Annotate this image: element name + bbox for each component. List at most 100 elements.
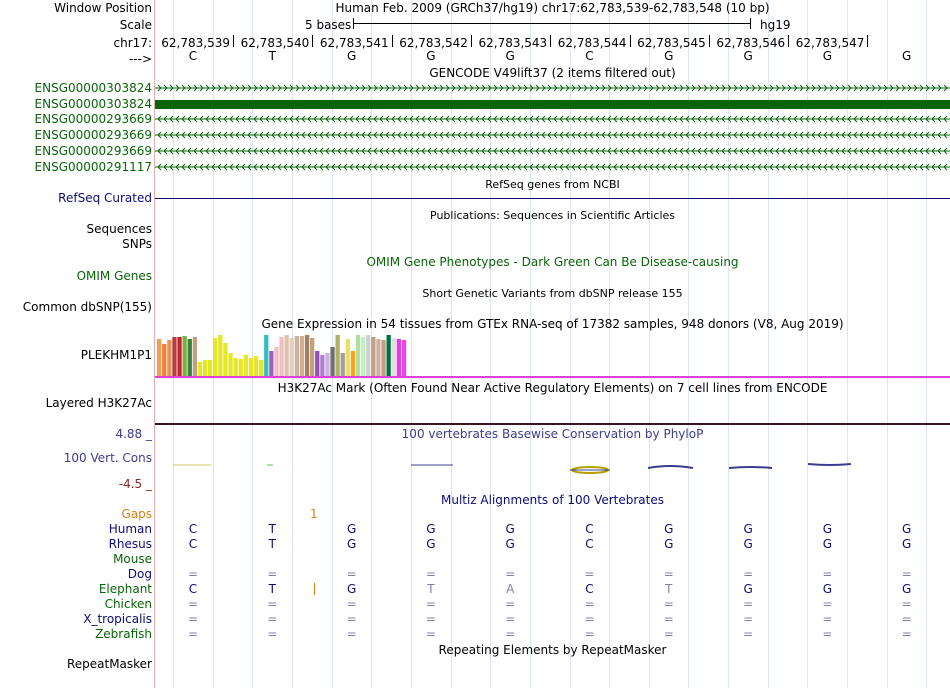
gtex-tissue-bar[interactable] [167, 340, 172, 376]
gtex-tissue-bar[interactable] [192, 337, 197, 376]
coordinate-label: 62,783,544 [557, 36, 627, 50]
gtex-tissue-bar[interactable] [269, 351, 274, 376]
gtex-track-label[interactable]: PLEKHM1P1 [80, 348, 152, 362]
gtex-bar-chart[interactable] [155, 334, 950, 380]
gene-label-4[interactable]: ENSG00000293669 [34, 128, 152, 142]
gtex-tissue-bar[interactable] [335, 335, 340, 376]
gaps-value: 1 [310, 507, 318, 521]
label-divider[interactable] [154, 0, 155, 688]
alignment-base: G [822, 537, 833, 551]
alignment-base: C [585, 522, 594, 536]
gtex-tissue-bar[interactable] [208, 360, 213, 376]
cons-mark-7 [728, 466, 773, 469]
gtex-tissue-bar[interactable] [162, 344, 167, 376]
species-label[interactable]: Dog [127, 567, 152, 581]
gtex-tissue-bar[interactable] [345, 339, 350, 376]
gtex-tissue-bar[interactable] [386, 335, 391, 376]
multiz-track-title: Multiz Alignments of 100 Vertebrates [440, 493, 665, 507]
gtex-tissue-bar[interactable] [381, 340, 386, 376]
position-header: Human Feb. 2009 (GRCh37/hg19) chr17:62,7… [335, 1, 770, 15]
h3k27ac-signal[interactable] [155, 423, 950, 425]
refseq-gene-line[interactable] [155, 198, 950, 199]
gene-label-3[interactable]: ENSG00000293669 [34, 112, 152, 126]
species-label[interactable]: Chicken [104, 597, 152, 611]
conservation-max-label: 4.88 _ [115, 427, 152, 441]
gtex-tissue-bar[interactable] [264, 335, 269, 376]
h3k27ac-track-label[interactable]: Layered H3K27Ac [45, 396, 152, 410]
gtex-tissue-bar[interactable] [391, 338, 396, 376]
gtex-tissue-bar[interactable] [279, 337, 284, 376]
conservation-track-label[interactable]: 100 Vert. Cons [63, 451, 152, 465]
species-label[interactable]: Rhesus [108, 537, 152, 551]
gene-label-6[interactable]: ENSG00000291117 [34, 160, 152, 174]
gtex-tissue-bar[interactable] [315, 351, 320, 376]
gene-exon-block[interactable] [155, 100, 950, 109]
gtex-tissue-bar[interactable] [218, 335, 223, 376]
gtex-tissue-bar[interactable] [177, 337, 182, 376]
gtex-tissue-bar[interactable] [243, 355, 248, 376]
sequences-track-label[interactable]: Sequences [86, 222, 152, 236]
gtex-tissue-bar[interactable] [274, 347, 279, 376]
gtex-tissue-bar[interactable] [325, 353, 330, 376]
gtex-tissue-bar[interactable] [253, 356, 259, 376]
conservation-plot[interactable] [155, 455, 950, 480]
omim-track-label[interactable]: OMIM Genes [76, 269, 152, 283]
alignment-base: G [822, 582, 833, 596]
gtex-tissue-bar[interactable] [376, 339, 381, 376]
gtex-tissue-bar[interactable] [299, 336, 305, 376]
gtex-tissue-bar[interactable] [366, 335, 371, 376]
gtex-tissue-bar[interactable] [401, 340, 407, 376]
gtex-tissue-bar[interactable] [361, 337, 366, 376]
species-label[interactable]: X_tropicalis [83, 612, 152, 626]
alignment-base: T [268, 522, 276, 536]
gtex-tissue-bar[interactable] [187, 339, 192, 376]
coordinate-tick [629, 35, 631, 47]
gtex-tissue-bar[interactable] [304, 335, 310, 376]
gtex-tissue-bar[interactable] [355, 335, 361, 376]
gene-label-2[interactable]: ENSG00000303824 [34, 97, 152, 111]
gtex-tissue-bar[interactable] [396, 339, 401, 376]
gtex-tissue-bar[interactable] [340, 353, 345, 376]
gtex-tissue-bar[interactable] [248, 358, 254, 376]
gtex-tissue-bar[interactable] [350, 351, 356, 376]
refseq-track-label[interactable]: RefSeq Curated [58, 191, 152, 205]
gene-label-1[interactable]: ENSG00000303824 [34, 81, 152, 95]
gtex-tissue-bar[interactable] [289, 338, 294, 376]
base-letter: G [822, 49, 833, 63]
gtex-tissue-bar[interactable] [371, 337, 376, 376]
gtex-tissue-bar[interactable] [202, 360, 208, 376]
alignment-base: C [188, 522, 198, 536]
gtex-tissue-bar[interactable] [182, 336, 187, 376]
gencode-genes[interactable] [155, 80, 950, 175]
gene-label-5[interactable]: ENSG00000293669 [34, 144, 152, 158]
gtex-tissue-bar[interactable] [320, 355, 325, 376]
gtex-tissue-bar[interactable] [228, 353, 233, 376]
alignment-base: = [663, 612, 674, 626]
gtex-tissue-bar[interactable] [172, 337, 177, 376]
species-label[interactable]: Zebrafish [95, 627, 152, 641]
gtex-tissue-bar[interactable] [284, 335, 289, 376]
alignment-base: = [425, 567, 436, 581]
species-label[interactable]: Elephant [98, 582, 152, 596]
gtex-tissue-bar[interactable] [330, 347, 335, 376]
gtex-tissue-bar[interactable] [310, 338, 315, 376]
gtex-tissue-bar[interactable] [197, 362, 203, 376]
chrom-label: chr17: [113, 36, 152, 50]
gtex-tissue-bar[interactable] [233, 358, 238, 376]
coordinate-label: 62,783,539 [161, 36, 230, 50]
alignment-base: = [188, 627, 199, 641]
gtex-tissue-bar[interactable] [223, 343, 228, 376]
gtex-tissue-bar[interactable] [213, 338, 218, 376]
dbsnp-track-label[interactable]: Common dbSNP(155) [22, 300, 152, 314]
gtex-tissue-bar[interactable] [157, 339, 162, 376]
gtex-tissue-bar[interactable] [238, 359, 243, 376]
gtex-tissue-bar[interactable] [259, 360, 264, 376]
snps-track-label[interactable]: SNPs [122, 237, 152, 251]
alignment-base: = [822, 627, 833, 641]
gtex-tissue-bar[interactable] [294, 336, 299, 376]
browser-tracks[interactable]: Human Feb. 2009 (GRCh37/hg19) chr17:62,7… [155, 0, 950, 688]
species-label[interactable]: Human [108, 522, 152, 536]
alignment-base: G [346, 582, 357, 596]
repeatmasker-track-label[interactable]: RepeatMasker [66, 657, 152, 671]
species-label[interactable]: Mouse [113, 552, 152, 566]
